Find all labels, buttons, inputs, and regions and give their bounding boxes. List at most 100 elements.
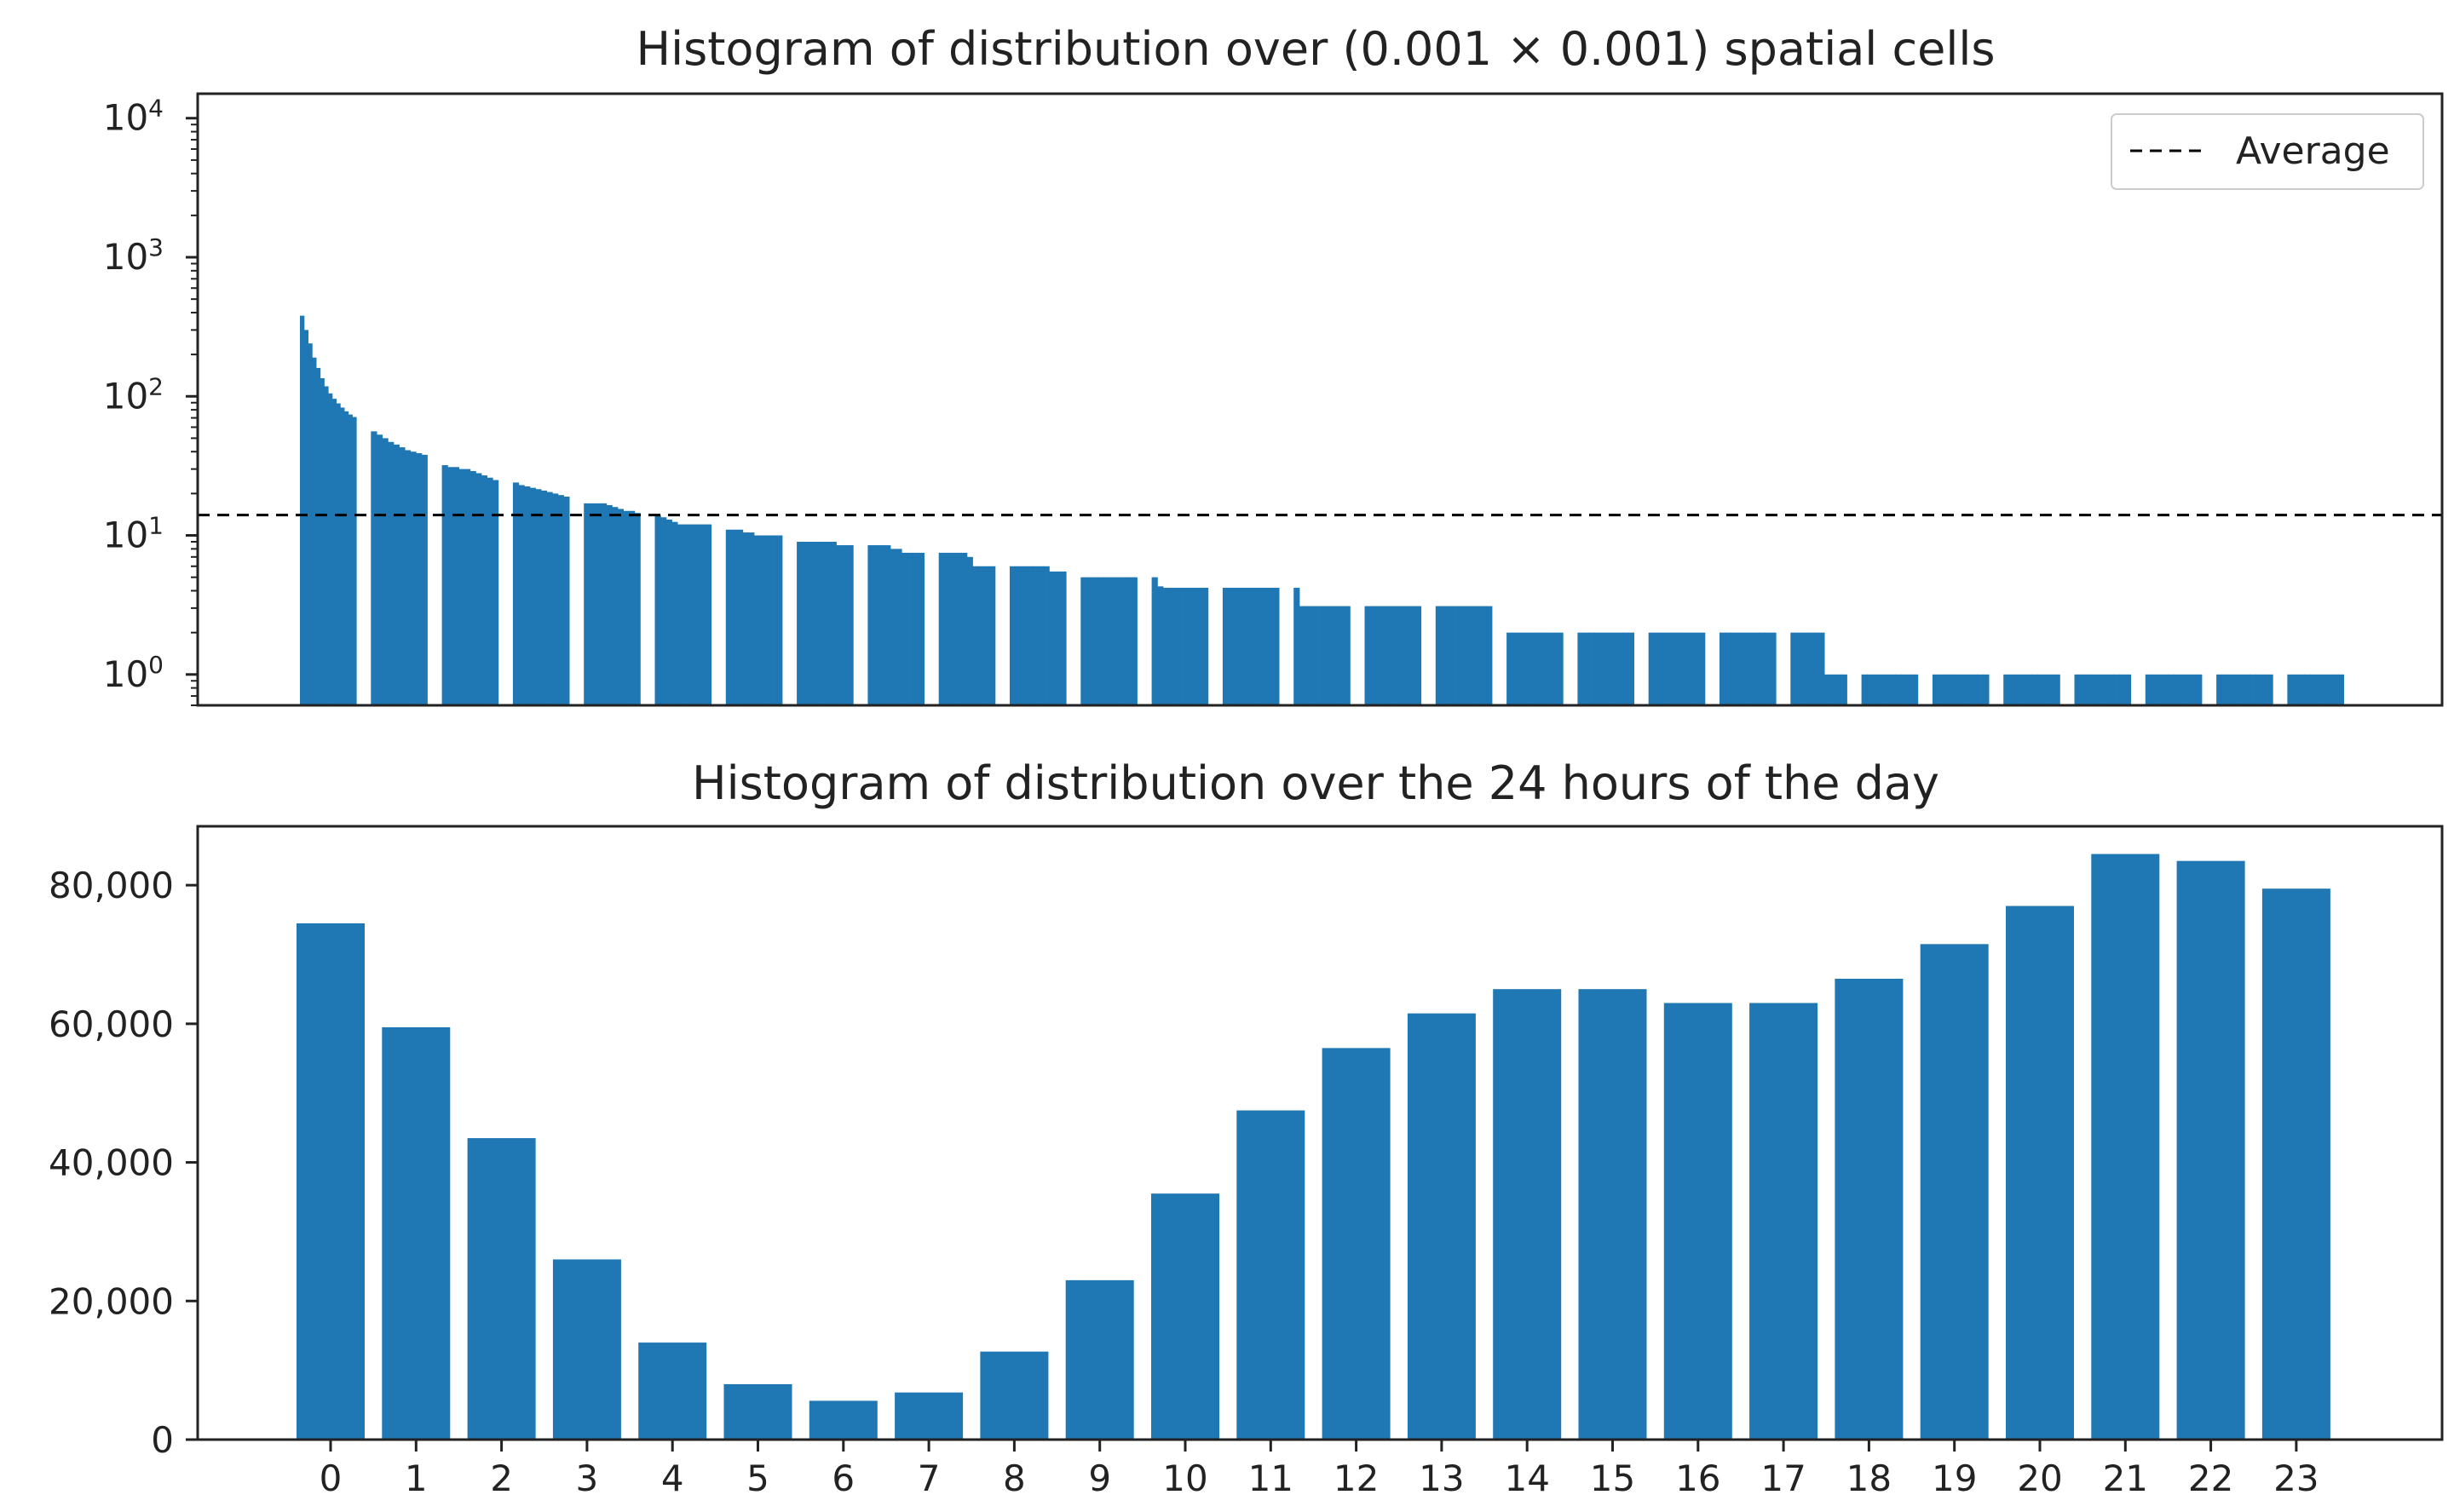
spatial-bar: [705, 524, 712, 705]
spatial-bar: [1327, 606, 1334, 705]
hour-bar: [895, 1392, 964, 1440]
spatial-bar: [1441, 606, 1448, 705]
spatial-bar: [1693, 632, 1700, 705]
spatial-bar: [1588, 632, 1595, 705]
spatial-bar: [2008, 674, 2015, 705]
x-tick-label: 7: [918, 1457, 941, 1499]
spatial-bar: [1168, 588, 1175, 705]
spatial-bar: [1840, 674, 1847, 705]
spatial-bar: [1731, 632, 1737, 705]
spatial-bar: [813, 541, 821, 705]
spatial-bar: [1599, 632, 1606, 705]
spatial-y-axis: 100 101 102 103 104: [103, 95, 198, 706]
spatial-bar: [2151, 674, 2157, 705]
hour-bar: [2176, 860, 2245, 1440]
spatial-bar: [1151, 577, 1158, 705]
spatial-bar: [416, 453, 423, 705]
hourly-chart-title: Histogram of distribution over the 24 ho…: [692, 756, 1939, 810]
spatial-bar: [1196, 588, 1203, 705]
spatial-bar: [1174, 588, 1181, 705]
spatial-bar: [725, 529, 732, 705]
spatial-bar: [1955, 674, 1961, 705]
spatial-bar: [2196, 674, 2203, 705]
spatial-bar: [589, 503, 596, 705]
spatial-bar: [1966, 674, 1973, 705]
spatial-bar: [584, 503, 590, 705]
y-tick-label: 80,000: [49, 865, 174, 906]
spatial-bar: [1648, 632, 1655, 705]
spatial-bar: [1403, 606, 1410, 705]
spatial-bar: [1867, 674, 1874, 705]
spatial-bar: [2315, 674, 2322, 705]
spatial-bar: [748, 532, 755, 705]
spatial-bar: [1458, 606, 1465, 705]
spatial-bar: [1080, 577, 1087, 705]
spatial-bar: [2031, 674, 2038, 705]
spatial-bar: [1884, 674, 1891, 705]
spatial-bar: [1267, 588, 1274, 705]
spatial-bar: [2190, 674, 2197, 705]
spatial-bar: [1021, 566, 1028, 705]
spatial-bar: [2074, 674, 2081, 705]
spatial-bar: [1720, 632, 1726, 705]
spatial-bar: [1409, 606, 1416, 705]
spatial-bar: [2108, 674, 2115, 705]
y-tick-label: 0: [151, 1419, 174, 1461]
spatial-bar: [961, 552, 968, 705]
spatial-bar: [1311, 606, 1317, 705]
spatial-bar: [700, 524, 706, 705]
spatial-bar: [328, 393, 333, 705]
x-tick-label: 18: [1846, 1457, 1892, 1499]
spatial-bar: [2157, 674, 2163, 705]
spatial-bar: [1725, 632, 1731, 705]
hour-bar: [809, 1400, 878, 1440]
spatial-bar: [524, 486, 531, 705]
spatial-bar: [808, 541, 815, 705]
spatial-bar: [1906, 674, 1913, 705]
spatial-bar: [1895, 674, 1902, 705]
spatial-bar: [1222, 588, 1230, 705]
x-tick-label: 9: [1088, 1457, 1111, 1499]
spatial-bar: [512, 482, 520, 705]
spatial-bar: [2168, 674, 2175, 705]
spatial-bar: [2250, 674, 2256, 705]
spatial-bar: [1535, 632, 1541, 705]
spatial-bar: [2227, 674, 2234, 705]
spatial-bar: [2054, 674, 2060, 705]
hour-bar: [1749, 1003, 1818, 1440]
spatial-bar: [1262, 588, 1269, 705]
hour-bar: [467, 1138, 536, 1440]
spatial-bar: [303, 330, 309, 705]
spatial-bar: [475, 473, 482, 705]
hour-bar: [2091, 854, 2160, 1440]
hour-bar: [1493, 989, 1562, 1440]
y-tick-label: 20,000: [49, 1280, 174, 1322]
spatial-bar: [2321, 674, 2328, 705]
hour-bar: [2261, 888, 2330, 1440]
spatial-bar: [918, 552, 925, 705]
spatial-bar: [623, 510, 630, 705]
x-tick-label: 14: [1504, 1457, 1549, 1499]
spatial-bar: [1486, 606, 1493, 705]
hour-bar: [2006, 905, 2074, 1440]
x-tick-label: 12: [1334, 1457, 1379, 1499]
hourly-histogram-chart: Histogram of distribution over the 24 ho…: [49, 756, 2444, 1499]
spatial-bar: [617, 509, 624, 705]
spatial-bar: [1239, 588, 1246, 705]
spatial-bar: [312, 357, 317, 705]
hour-bar: [1920, 944, 1989, 1440]
legend-label: Average: [2236, 129, 2390, 173]
spatial-bar: [1546, 632, 1552, 705]
spatial-bar: [2048, 674, 2055, 705]
spatial-bar: [1518, 632, 1524, 705]
spatial-bar: [421, 454, 428, 705]
spatial-bar: [972, 566, 979, 705]
spatial-bar: [1043, 566, 1050, 705]
hour-bar: [297, 923, 365, 1440]
spatial-bar: [320, 377, 325, 705]
spatial-bar: [2267, 674, 2273, 705]
spatial-bar: [1770, 632, 1777, 705]
spatial-bar: [393, 444, 400, 705]
spatial-bar: [1097, 577, 1104, 705]
